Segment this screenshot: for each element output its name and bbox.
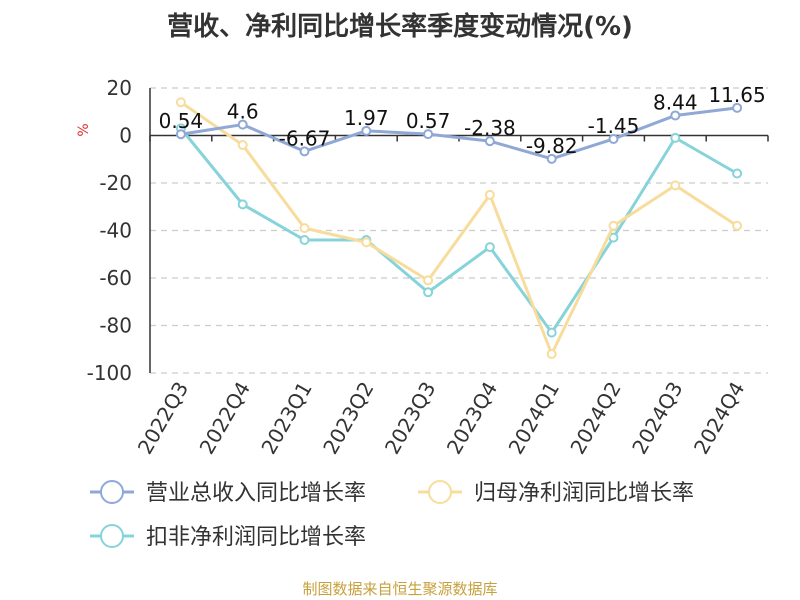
legend-label: 扣非净利润同比增长率 xyxy=(146,525,366,550)
data-point[interactable] xyxy=(175,129,186,140)
data-labels: 0.54 4.6 -6.67 1.97 0.57 -2.38 -9.82 -1.45 8.44 1… xyxy=(159,83,766,158)
series-line xyxy=(180,106,738,161)
data-label: 0.57 xyxy=(406,109,451,133)
data-point[interactable] xyxy=(608,220,619,231)
data-point[interactable] xyxy=(484,189,495,200)
x-tick-label: 2022Q3 xyxy=(133,378,193,459)
data-point[interactable] xyxy=(732,220,743,231)
data-label: 0.54 xyxy=(159,109,204,133)
legend-item[interactable]: 归母净利润同比增长率 xyxy=(418,480,694,506)
data-point[interactable] xyxy=(299,146,310,157)
x-tick-label: 2023Q4 xyxy=(442,378,502,459)
y-axis-unit: % xyxy=(76,123,92,136)
data-label: 11.65 xyxy=(708,83,765,107)
data-point[interactable] xyxy=(423,129,434,140)
data-point[interactable] xyxy=(484,242,495,253)
data-point[interactable] xyxy=(670,132,681,143)
data-point[interactable] xyxy=(546,349,557,359)
legend-swatch-marker xyxy=(100,480,124,504)
data-point[interactable] xyxy=(175,97,186,108)
y-tick-label: 0 xyxy=(119,124,132,148)
series-line xyxy=(179,127,738,335)
data-point[interactable] xyxy=(546,153,557,164)
y-tick-label: 20 xyxy=(107,76,132,100)
x-tick-label: 2024Q3 xyxy=(627,378,687,459)
chart-title: 营收、净利同比增长率季度变动情况(%) xyxy=(167,12,633,42)
y-tick-label: -100 xyxy=(87,361,132,385)
x-tick-label: 2023Q1 xyxy=(256,378,316,459)
x-tick-label: 2023Q3 xyxy=(380,377,440,458)
data-point[interactable] xyxy=(237,119,248,130)
legend-label: 营业总收入同比增长率 xyxy=(146,481,366,506)
legend-item[interactable]: 扣非净利润同比增长率 xyxy=(90,524,366,550)
data-point[interactable] xyxy=(299,235,310,245)
x-tick-label: 2024Q4 xyxy=(689,378,749,459)
series-group xyxy=(175,97,743,359)
y-tick-label: -60 xyxy=(99,266,132,290)
data-point[interactable] xyxy=(361,125,372,136)
data-label: -6.67 xyxy=(279,126,331,150)
x-tick-label: 2024Q2 xyxy=(565,378,625,459)
data-label: 4.6 xyxy=(227,100,259,124)
x-tick-label: 2024Q1 xyxy=(504,378,564,459)
data-point[interactable] xyxy=(670,110,681,121)
data-point[interactable] xyxy=(732,102,743,113)
data-point[interactable] xyxy=(484,136,495,147)
grid-lines xyxy=(150,87,768,374)
data-point[interactable] xyxy=(608,133,619,144)
data-point[interactable] xyxy=(608,232,619,243)
data-point[interactable] xyxy=(423,287,434,298)
source-note: 制图数据来自恒生聚源数据库 xyxy=(302,580,498,598)
legend-item[interactable]: 营业总收入同比增长率 xyxy=(90,480,366,506)
data-label: 1.97 xyxy=(344,106,389,130)
data-point[interactable] xyxy=(299,223,310,234)
data-label: -2.38 xyxy=(464,116,516,140)
legend-label: 归母净利润同比增长率 xyxy=(474,481,694,506)
series-line xyxy=(180,101,738,356)
data-point[interactable] xyxy=(423,275,434,286)
data-point[interactable] xyxy=(732,168,743,179)
data-point[interactable] xyxy=(361,237,372,248)
x-tick-label: 2023Q2 xyxy=(318,378,378,459)
legend-swatch-marker xyxy=(100,524,124,548)
y-tick-label: -20 xyxy=(99,171,132,195)
data-point[interactable] xyxy=(237,140,248,150)
y-tick-label: -80 xyxy=(99,314,132,338)
legend-swatch-marker xyxy=(428,480,452,504)
data-point[interactable] xyxy=(237,199,248,210)
data-point[interactable] xyxy=(546,327,557,338)
data-label: 8.44 xyxy=(653,90,698,114)
x-tick-label: 2022Q4 xyxy=(195,378,255,459)
data-point[interactable] xyxy=(670,180,681,191)
y-tick-label: -40 xyxy=(99,219,132,243)
data-label: -9.82 xyxy=(526,134,578,158)
data-label: -1.45 xyxy=(588,114,640,138)
